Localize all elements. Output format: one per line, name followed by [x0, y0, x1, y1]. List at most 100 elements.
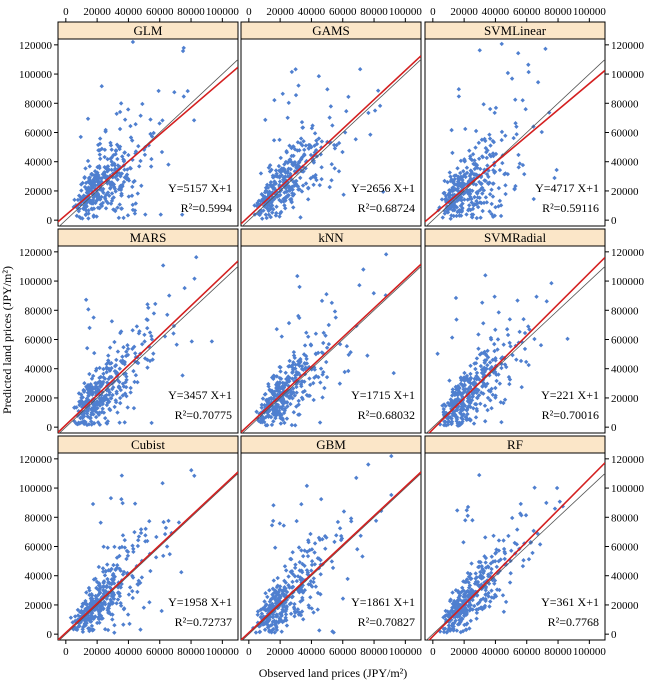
data-point	[283, 586, 288, 591]
data-point	[130, 328, 135, 333]
data-point	[313, 331, 319, 336]
data-point	[449, 335, 455, 340]
data-point	[84, 384, 89, 389]
data-point	[450, 399, 455, 404]
data-point	[482, 369, 488, 374]
data-point	[121, 607, 127, 612]
data-point	[102, 147, 108, 153]
data-point	[488, 154, 494, 159]
data-point	[497, 381, 503, 386]
data-point	[300, 183, 306, 188]
panel-title: SVMRadial	[484, 230, 547, 245]
data-point	[97, 583, 102, 588]
data-point	[130, 588, 135, 594]
data-point	[287, 157, 293, 162]
data-point	[259, 405, 264, 410]
data-point	[302, 548, 307, 553]
data-point	[89, 623, 95, 629]
identity-line	[425, 59, 605, 226]
data-point	[117, 171, 122, 176]
data-point	[526, 69, 531, 75]
data-point	[278, 587, 283, 592]
data-point	[278, 369, 283, 374]
data-point	[271, 594, 276, 600]
data-point	[473, 366, 478, 372]
data-point	[106, 376, 111, 382]
data-point	[96, 564, 102, 570]
data-point	[476, 388, 481, 393]
data-point	[549, 281, 554, 286]
r-squared: R²=0.70775	[175, 408, 232, 422]
data-point	[288, 401, 293, 407]
data-point	[149, 420, 154, 426]
data-point	[463, 594, 469, 599]
x-tick-label: 60000	[513, 646, 541, 658]
data-point	[89, 608, 94, 614]
y-tick-label: 120000	[19, 40, 53, 52]
data-point	[493, 594, 499, 599]
data-point	[91, 412, 96, 417]
data-point	[297, 187, 302, 192]
data-point	[371, 291, 376, 296]
data-point	[496, 310, 501, 315]
data-point	[466, 574, 472, 579]
data-point	[491, 533, 496, 538]
y-tick-label: 120000	[611, 454, 645, 466]
data-point	[282, 592, 287, 598]
fit-line	[58, 260, 238, 433]
data-point	[81, 414, 86, 419]
data-point	[158, 212, 163, 217]
data-point	[301, 139, 306, 144]
y-tick-label: 0	[611, 422, 617, 434]
data-point	[112, 574, 118, 579]
data-point	[484, 200, 490, 205]
data-point	[504, 327, 510, 332]
data-point	[89, 410, 94, 415]
data-point	[131, 368, 136, 374]
data-point	[310, 123, 315, 128]
data-point	[366, 462, 371, 467]
data-point	[306, 538, 311, 543]
data-point	[98, 520, 103, 525]
data-point	[280, 380, 286, 386]
data-point	[104, 361, 109, 367]
data-point	[493, 356, 498, 361]
data-point	[90, 610, 95, 616]
data-point	[132, 208, 138, 213]
data-point	[487, 152, 492, 158]
y-tick-label: 120000	[19, 247, 53, 259]
data-point	[435, 351, 440, 356]
data-point	[475, 582, 481, 588]
y-tick-label: 80000	[25, 305, 53, 317]
data-point	[516, 152, 521, 158]
data-point	[78, 620, 83, 625]
data-point	[483, 565, 489, 570]
data-point	[475, 579, 481, 585]
data-point	[302, 587, 308, 593]
data-point	[132, 379, 137, 385]
data-point	[479, 390, 484, 395]
data-point	[176, 520, 182, 525]
fit-line	[58, 471, 238, 640]
data-point	[80, 629, 86, 635]
identity-line	[58, 473, 238, 640]
data-point	[283, 370, 288, 375]
data-point	[326, 341, 332, 347]
data-point	[490, 357, 495, 363]
data-point	[117, 202, 122, 207]
data-point	[83, 598, 88, 604]
data-point	[105, 419, 111, 424]
data-point	[462, 389, 467, 394]
data-point	[125, 107, 131, 112]
x-tick-label: 60000	[146, 6, 174, 18]
data-point	[112, 163, 117, 168]
data-point	[124, 374, 129, 379]
data-point	[547, 110, 552, 115]
data-point	[289, 153, 294, 159]
data-point	[101, 544, 106, 549]
data-point	[493, 205, 498, 210]
data-point	[115, 410, 120, 415]
data-point	[266, 607, 272, 613]
data-point	[136, 578, 141, 583]
data-point	[280, 589, 285, 594]
